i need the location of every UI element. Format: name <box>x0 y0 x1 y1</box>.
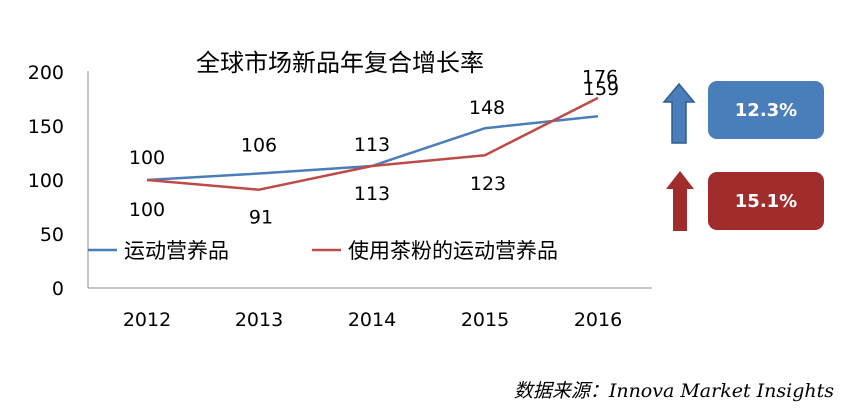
data-label: 113 <box>354 183 390 205</box>
data-label: 148 <box>469 97 505 119</box>
data-label: 176 <box>582 66 618 88</box>
data-label: 100 <box>129 147 165 169</box>
source-note: 数据来源：Innova Market Insights <box>513 380 834 402</box>
data-label: 123 <box>470 173 506 195</box>
y-tick-label: 100 <box>28 170 64 192</box>
series-line-2 <box>146 96 599 191</box>
legend: 运动营养品 使用茶粉的运动营养品 <box>88 239 558 263</box>
legend-label: 使用茶粉的运动营养品 <box>348 239 558 263</box>
x-tick-label: 2015 <box>461 309 509 331</box>
data-label: 159 <box>583 78 619 100</box>
y-tick-label: 50 <box>40 224 64 246</box>
y-tick-label: 150 <box>28 116 64 138</box>
y-tick-label: 200 <box>28 62 64 84</box>
data-label: 106 <box>241 135 277 157</box>
data-label: 113 <box>354 134 390 156</box>
up-arrow-icon <box>666 171 694 231</box>
y-tick-label: 0 <box>52 278 64 300</box>
series-lines <box>146 96 599 191</box>
x-tick-label: 2012 <box>123 309 171 331</box>
growth-badge-red: 15.1% <box>708 172 824 230</box>
legend-label: 运动营养品 <box>124 239 229 263</box>
data-label: 100 <box>129 199 165 221</box>
data-label: 91 <box>249 207 273 229</box>
chart-title: 全球市场新品年复合增长率 <box>196 49 484 77</box>
y-tick-labels: 0 50 100 150 200 <box>28 62 64 300</box>
up-arrow-icon <box>662 83 696 144</box>
growth-badge-blue: 12.3% <box>708 81 824 139</box>
x-tick-label: 2016 <box>574 309 622 331</box>
data-labels: 100 106 113 148 176 100 91 113 123 159 <box>129 66 619 228</box>
x-tick-labels: 2012 2013 2014 2015 2016 <box>123 309 622 331</box>
x-tick-label: 2014 <box>348 309 396 331</box>
x-tick-label: 2013 <box>235 309 283 331</box>
